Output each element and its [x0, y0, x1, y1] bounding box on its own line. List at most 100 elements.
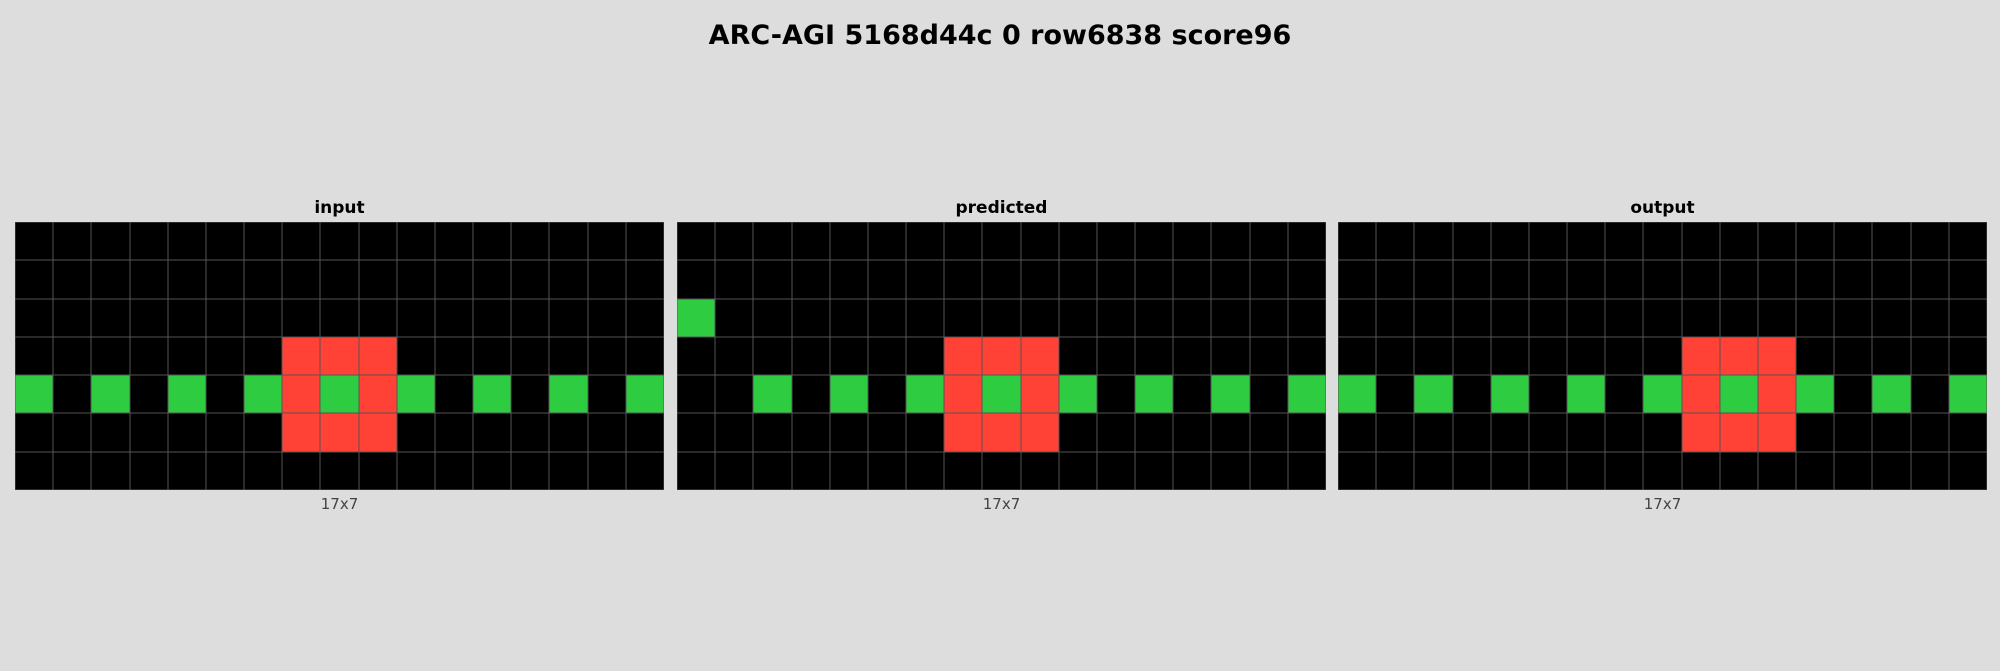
grid-cell — [244, 451, 283, 490]
grid-cell — [982, 451, 1021, 490]
grid-cell — [1681, 222, 1720, 261]
grid-cell — [867, 336, 907, 376]
grid-cell — [167, 336, 206, 376]
grid-cell — [715, 298, 754, 337]
grid-cell — [1757, 451, 1797, 490]
grid-cell — [1096, 260, 1136, 299]
grid-cell — [511, 298, 550, 337]
grid-cell — [1643, 260, 1682, 299]
grid-cell — [358, 298, 397, 337]
grid-cell — [791, 298, 830, 337]
grid-cell — [1058, 451, 1097, 490]
grid-cell — [1605, 375, 1644, 414]
grid-cell — [1376, 298, 1415, 337]
grid-cell — [1020, 413, 1059, 452]
predicted-panel: predicted 17x7 — [677, 198, 1326, 513]
grid-cell — [1376, 222, 1415, 261]
grid-cell — [1757, 260, 1797, 299]
grid-cell — [358, 375, 397, 414]
grid-cell — [1872, 413, 1911, 452]
grid-cell — [1490, 260, 1529, 299]
output-grid — [1338, 222, 1987, 490]
grid-cell — [1338, 222, 1377, 261]
grid-cell — [320, 451, 359, 490]
grid-cell — [715, 336, 754, 376]
grid-cell — [1020, 336, 1059, 376]
grid-cell — [1796, 451, 1835, 490]
grid-cell — [53, 298, 92, 337]
grid-cell — [320, 222, 359, 261]
grid-cell — [244, 336, 283, 376]
grid-cell — [1135, 260, 1174, 299]
grid-cell — [1452, 222, 1491, 261]
grid-cell — [677, 298, 716, 337]
grid-cell — [1020, 375, 1059, 414]
grid-cell — [1020, 222, 1059, 261]
grid-cell — [1020, 260, 1059, 299]
grid-cell — [244, 260, 283, 299]
grid-cell — [1287, 298, 1326, 337]
grid-cell — [944, 451, 983, 490]
grid-cell — [549, 336, 588, 376]
grid-cell — [53, 451, 92, 490]
grid-cell — [1796, 336, 1835, 376]
grid-cell — [1757, 336, 1797, 376]
grid-cell — [396, 336, 435, 376]
grid-cell — [1020, 298, 1059, 337]
grid-cell — [91, 260, 130, 299]
grid-cell — [15, 222, 54, 261]
grid-cell — [715, 222, 754, 261]
grid-cell — [1605, 298, 1644, 337]
grid-cell — [944, 298, 983, 337]
grid-cell — [244, 222, 283, 261]
grid-cell — [53, 336, 92, 376]
grid-cell — [1605, 222, 1644, 261]
grid-cell — [282, 298, 321, 337]
grid-cell — [205, 336, 245, 376]
grid-cell — [358, 451, 397, 490]
grid-cell — [1173, 451, 1212, 490]
grid-cell — [205, 298, 245, 337]
grid-cell — [753, 451, 792, 490]
grid-cell — [1287, 260, 1326, 299]
grid-cell — [1719, 451, 1758, 490]
grid-cell — [1719, 298, 1758, 337]
grid-cell — [1096, 298, 1136, 337]
grid-cell — [129, 451, 168, 490]
grid-dimensions: 17x7 — [320, 495, 359, 513]
grid-cell — [1719, 336, 1758, 376]
grid-cell — [1135, 413, 1174, 452]
grid-cell — [944, 260, 983, 299]
grid-cell — [1567, 375, 1606, 414]
grid-cell — [1528, 375, 1568, 414]
grid-cell — [1834, 260, 1873, 299]
grid-cell — [1414, 260, 1453, 299]
grid-cell — [677, 413, 716, 452]
grid-cell — [1173, 298, 1212, 337]
grid-cell — [549, 260, 588, 299]
grid-cell — [1249, 375, 1288, 414]
grid-cell — [473, 222, 512, 261]
grid-cell — [91, 451, 130, 490]
grid-cell — [1567, 298, 1606, 337]
grid-cell — [434, 375, 474, 414]
grid-cell — [829, 336, 868, 376]
grid-cell — [129, 298, 168, 337]
grid-cell — [1452, 451, 1491, 490]
grid-cell — [511, 260, 550, 299]
grid-cell — [1834, 451, 1873, 490]
grid-cell — [1681, 451, 1720, 490]
grid-cell — [1096, 413, 1136, 452]
grid-cell — [753, 413, 792, 452]
grid-cell — [1211, 336, 1250, 376]
grid-cell — [625, 413, 664, 452]
grid-cell — [358, 260, 397, 299]
grid-cell — [587, 222, 626, 261]
grid-cell — [1173, 375, 1212, 414]
grid-cell — [982, 222, 1021, 261]
grid-cell — [1834, 413, 1873, 452]
grid-cell — [1376, 260, 1415, 299]
grid-cell — [434, 336, 474, 376]
grid-cell — [129, 222, 168, 261]
grid-cell — [906, 222, 945, 261]
